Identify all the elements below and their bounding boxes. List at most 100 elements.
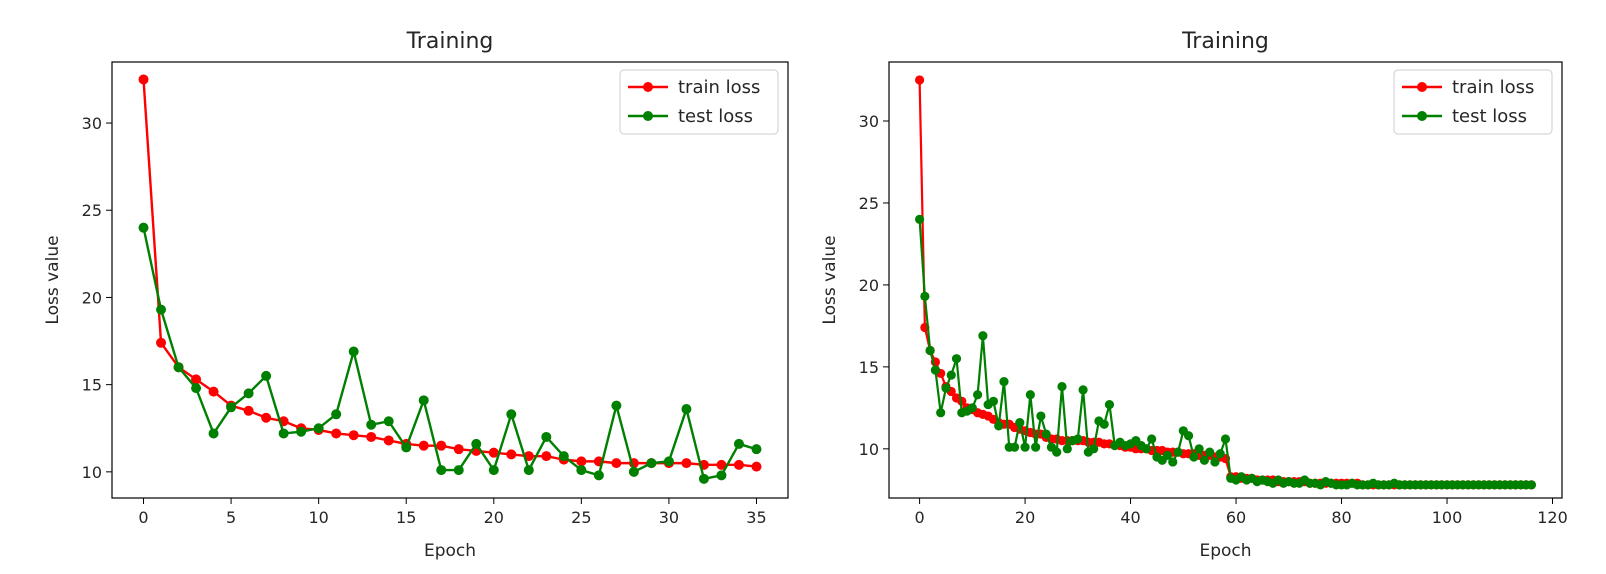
data-point <box>628 466 639 477</box>
x-tick-label: 35 <box>746 508 766 527</box>
data-point <box>1162 450 1173 460</box>
x-tick-label: 15 <box>396 508 416 527</box>
x-tick-label: 20 <box>1015 508 1035 527</box>
data-point <box>716 470 727 481</box>
data-point <box>156 337 167 348</box>
data-point <box>994 421 1004 431</box>
series-test-loss <box>138 222 762 484</box>
legend: train loss test loss <box>619 69 779 135</box>
data-point <box>593 470 604 481</box>
data-point <box>946 370 956 380</box>
data-point <box>138 222 149 233</box>
x-tick-label: 5 <box>226 508 236 527</box>
data-point <box>1041 429 1051 439</box>
data-point <box>506 449 517 460</box>
data-point <box>1062 444 1072 454</box>
data-point <box>453 444 464 455</box>
data-point <box>383 435 394 446</box>
y-axis-label: Loss value <box>43 235 63 324</box>
legend-swatch-marker <box>643 111 653 121</box>
x-tick-label: 40 <box>1120 508 1140 527</box>
data-point <box>1099 419 1109 429</box>
data-point <box>1031 442 1041 452</box>
data-point <box>914 214 925 224</box>
data-point <box>331 428 342 439</box>
x-tick-label: 80 <box>1331 508 1351 527</box>
data-point <box>261 370 272 381</box>
data-point <box>1089 444 1099 454</box>
data-point <box>418 440 429 451</box>
data-point <box>646 458 657 469</box>
data-point <box>999 377 1009 387</box>
data-point <box>173 362 184 373</box>
data-point <box>1220 434 1231 444</box>
x-axis-label: Epoch <box>1199 541 1251 561</box>
series-test-loss <box>914 214 1537 490</box>
data-point <box>243 388 254 399</box>
y-tick-label: 30 <box>859 112 879 131</box>
data-point <box>226 402 237 413</box>
data-point <box>716 459 727 470</box>
data-point <box>488 465 499 476</box>
data-point <box>1147 434 1157 444</box>
data-point <box>1073 434 1083 444</box>
x-tick-label: 0 <box>138 508 148 527</box>
chart-panel-1: 0 5 10 15 20 25 30 35 10 15 20 25 30 Training Epoch Los… <box>43 29 789 561</box>
chart-title: Training <box>406 29 494 54</box>
y-tick-label: 10 <box>82 463 102 482</box>
x-tick-label: 60 <box>1226 508 1246 527</box>
data-point <box>1173 447 1183 457</box>
data-point <box>978 331 988 341</box>
data-point <box>383 416 394 427</box>
y-tick-label: 10 <box>859 440 879 459</box>
data-point <box>1052 447 1062 457</box>
data-point <box>436 440 447 451</box>
legend-label: train loss <box>1452 77 1534 98</box>
data-point <box>208 386 219 397</box>
data-point <box>925 345 935 356</box>
data-point <box>920 291 930 301</box>
data-point <box>576 456 587 467</box>
data-point <box>1078 385 1088 395</box>
data-point <box>401 442 412 453</box>
data-point <box>313 423 324 434</box>
data-point <box>1189 452 1199 462</box>
data-point <box>156 304 167 315</box>
data-point <box>296 426 307 437</box>
data-point <box>191 383 202 394</box>
data-point <box>541 451 552 462</box>
data-point <box>663 456 674 467</box>
data-point <box>1104 399 1115 410</box>
data-point <box>138 74 149 85</box>
data-point <box>681 458 692 469</box>
data-point <box>751 461 762 472</box>
y-tick-label: 30 <box>82 114 102 133</box>
chart-panel-2: 0 20 40 60 80 100 120 10 15 20 25 30 Training Epoch Lo… <box>820 29 1568 561</box>
y-axis-label: Loss value <box>820 235 840 324</box>
data-point <box>453 465 464 476</box>
y-tick-label: 20 <box>82 288 102 307</box>
data-point <box>348 346 359 357</box>
data-point <box>471 438 482 449</box>
data-point <box>951 354 962 364</box>
data-point <box>1020 442 1030 452</box>
x-tick-label: 0 <box>914 508 924 527</box>
data-point <box>576 465 587 476</box>
data-point <box>541 431 552 442</box>
chart-title: Training <box>1181 29 1269 54</box>
x-tick-label: 100 <box>1432 508 1463 527</box>
data-point <box>941 383 951 393</box>
data-point <box>488 447 499 458</box>
data-point <box>418 395 429 406</box>
y-tick-label: 15 <box>82 376 102 395</box>
data-point <box>506 409 517 420</box>
data-point <box>930 365 941 375</box>
data-point <box>1194 444 1204 454</box>
data-point <box>208 428 219 439</box>
y-tick-label: 25 <box>82 201 102 220</box>
data-point <box>1057 381 1067 392</box>
data-point <box>936 408 946 418</box>
data-point <box>914 75 925 85</box>
legend: train loss test loss <box>1393 69 1553 135</box>
data-point <box>1025 390 1035 400</box>
